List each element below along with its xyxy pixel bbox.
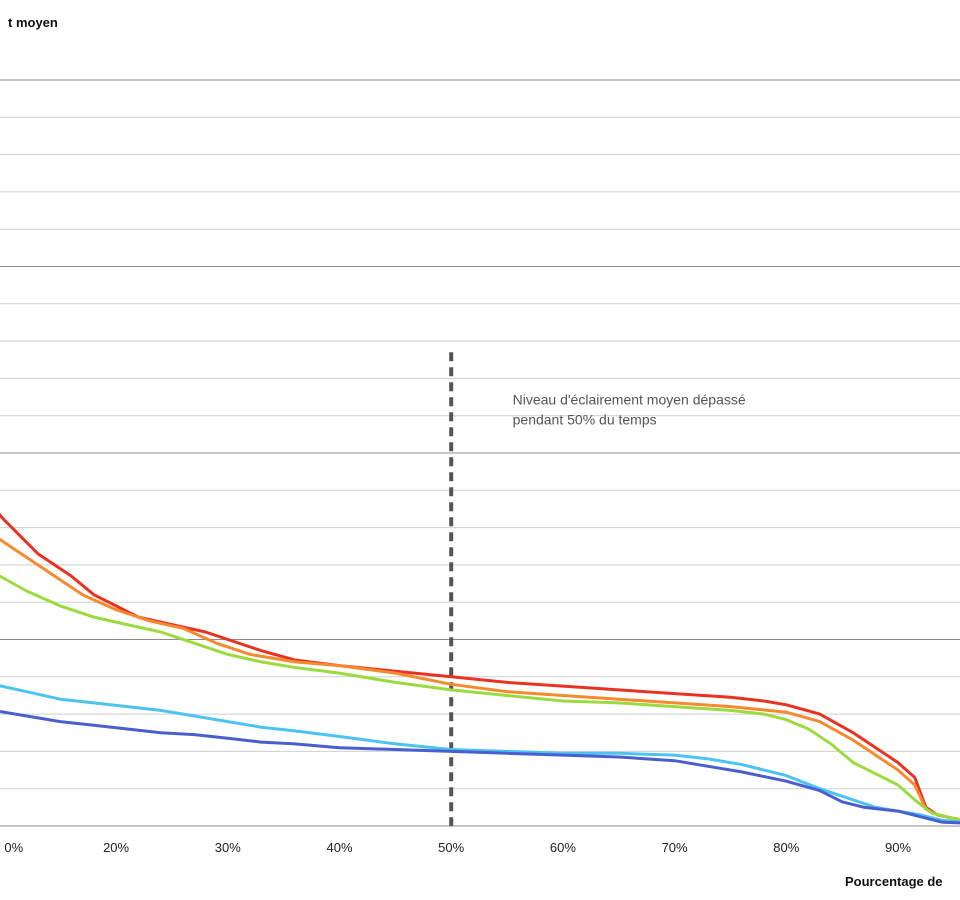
x-tick-label: 90% xyxy=(885,840,911,855)
gridlines xyxy=(0,79,960,827)
x-tick-label: 20% xyxy=(103,840,129,855)
x-tick-label: 80% xyxy=(773,840,799,855)
series-line-4 xyxy=(0,684,960,824)
series-lines xyxy=(0,512,960,825)
x-tick-label: 0% xyxy=(4,840,23,855)
x-tick-label: 40% xyxy=(326,840,352,855)
y-axis-title: t moyen xyxy=(8,15,58,30)
series-line-1 xyxy=(0,512,960,822)
x-tick-label: 60% xyxy=(550,840,576,855)
annotation-line-1: Niveau d'éclairement moyen dépassé xyxy=(513,392,746,408)
x-axis-title: Pourcentage de xyxy=(845,874,943,889)
x-tick-label: 30% xyxy=(215,840,241,855)
annotation-line-2: pendant 50% du temps xyxy=(513,412,657,428)
series-line-2 xyxy=(0,537,960,822)
series-line-5 xyxy=(0,710,960,825)
x-tick-label: 50% xyxy=(438,840,464,855)
x-tick-labels: 0% 20% 30% 40% 50% 60% 70% 80% 90% xyxy=(4,840,911,855)
x-tick-label: 70% xyxy=(662,840,688,855)
series-line-3 xyxy=(0,574,960,822)
